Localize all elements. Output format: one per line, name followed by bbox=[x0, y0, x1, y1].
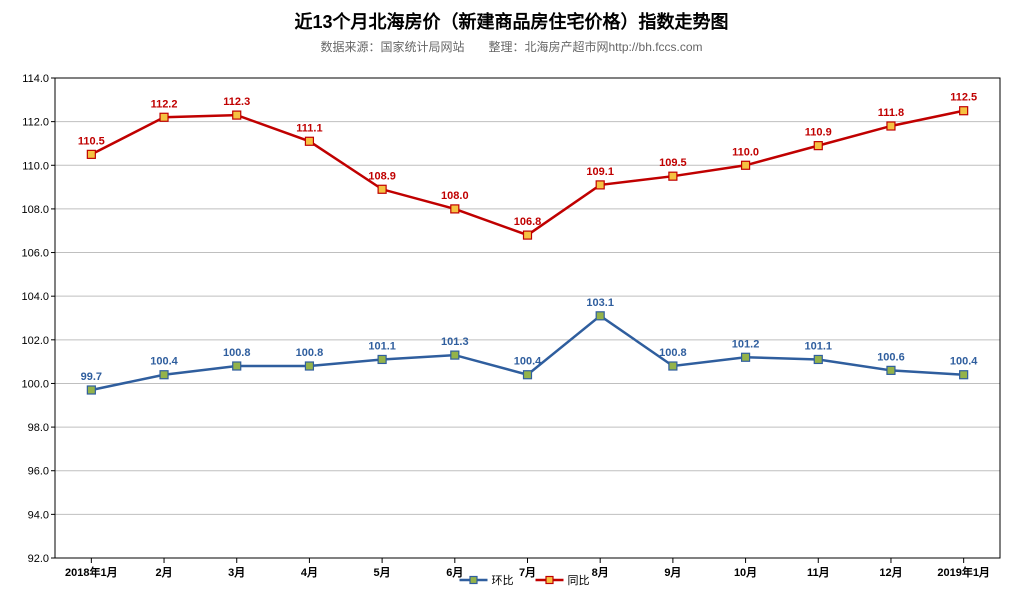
series-marker bbox=[87, 386, 95, 394]
data-label: 108.9 bbox=[368, 170, 396, 182]
data-label: 100.6 bbox=[877, 351, 905, 363]
data-label: 112.5 bbox=[950, 92, 977, 104]
data-label: 109.5 bbox=[659, 157, 687, 169]
series-marker bbox=[596, 181, 604, 189]
data-label: 101.1 bbox=[805, 340, 833, 352]
y-tick-label: 110.0 bbox=[22, 160, 49, 172]
series-marker bbox=[814, 355, 822, 363]
y-tick-label: 102.0 bbox=[21, 335, 49, 347]
legend-marker bbox=[470, 577, 477, 584]
x-tick-label: 11月 bbox=[807, 566, 830, 579]
series-marker bbox=[887, 366, 895, 374]
legend-marker bbox=[546, 577, 553, 584]
y-tick-label: 108.0 bbox=[21, 204, 49, 216]
series-marker bbox=[887, 122, 895, 130]
data-label: 109.1 bbox=[586, 166, 614, 178]
plot-border bbox=[55, 78, 1000, 558]
series-marker bbox=[669, 172, 677, 180]
subtitle-org: 北海房产超市网http://bh.fccs.com bbox=[525, 40, 703, 54]
y-tick-label: 98.0 bbox=[28, 422, 49, 434]
data-label: 103.1 bbox=[586, 297, 614, 309]
series-marker bbox=[596, 312, 604, 320]
series-marker bbox=[305, 137, 313, 145]
data-label: 100.4 bbox=[150, 356, 178, 368]
chart-container: 近13个月北海房价（新建商品房住宅价格）指数走势图 数据来源：国家统计局网站 整… bbox=[0, 0, 1023, 610]
series-marker bbox=[742, 161, 750, 169]
y-tick-label: 92.0 bbox=[28, 553, 49, 565]
series-marker bbox=[524, 371, 532, 379]
data-label: 110.0 bbox=[732, 146, 759, 158]
subtitle-prefix: 数据来源： bbox=[320, 40, 380, 54]
data-label: 106.8 bbox=[514, 216, 542, 228]
series-marker bbox=[451, 205, 459, 213]
x-tick-label: 10月 bbox=[734, 566, 757, 579]
subtitle-source: 国家统计局网站 bbox=[380, 40, 464, 54]
data-label: 112.2 bbox=[151, 98, 178, 110]
y-tick-label: 96.0 bbox=[28, 466, 49, 478]
data-label: 110.5 bbox=[78, 135, 105, 147]
x-tick-label: 2月 bbox=[155, 566, 172, 579]
series-marker bbox=[160, 371, 168, 379]
data-label: 100.4 bbox=[950, 356, 978, 368]
x-tick-label: 9月 bbox=[664, 566, 681, 579]
series-marker bbox=[160, 113, 168, 121]
x-tick-label: 5月 bbox=[374, 566, 391, 579]
chart-title: 近13个月北海房价（新建商品房住宅价格）指数走势图 bbox=[0, 8, 1023, 34]
series-marker bbox=[87, 150, 95, 158]
y-tick-label: 106.0 bbox=[21, 248, 49, 260]
series-marker bbox=[378, 355, 386, 363]
data-label: 101.3 bbox=[441, 336, 469, 348]
data-label: 110.9 bbox=[805, 127, 832, 139]
series-marker bbox=[742, 353, 750, 361]
data-label: 111.8 bbox=[878, 107, 904, 119]
y-tick-label: 100.0 bbox=[21, 378, 49, 390]
chart-plot: 92.0 94.0 96.0 98.0 100.0 102.0 104.0 106.0 108.… bbox=[0, 0, 1023, 610]
x-tick-label: 3月 bbox=[228, 566, 245, 579]
y-tick-label: 112.0 bbox=[22, 117, 49, 129]
series-marker bbox=[233, 362, 241, 370]
x-tick-label: 6月 bbox=[446, 566, 463, 579]
data-label: 100.8 bbox=[659, 347, 687, 359]
data-label: 100.4 bbox=[514, 356, 542, 368]
data-label: 108.0 bbox=[441, 190, 469, 202]
y-tick-label: 104.0 bbox=[21, 291, 49, 303]
legend-label: 环比 bbox=[492, 574, 514, 587]
x-tick-label: 8月 bbox=[592, 566, 609, 579]
series-marker bbox=[814, 142, 822, 150]
series-marker bbox=[960, 371, 968, 379]
series-marker bbox=[960, 107, 968, 115]
series-marker bbox=[451, 351, 459, 359]
x-tick-label: 7月 bbox=[519, 566, 536, 579]
data-label: 99.7 bbox=[81, 371, 102, 383]
chart-subtitle: 数据来源：国家统计局网站 整理：北海房产超市网http://bh.fccs.co… bbox=[0, 38, 1023, 55]
y-tick-label: 114.0 bbox=[22, 73, 49, 85]
series-marker bbox=[305, 362, 313, 370]
x-tick-label: 4月 bbox=[301, 566, 318, 579]
series-marker bbox=[524, 231, 532, 239]
data-label: 101.2 bbox=[732, 338, 760, 350]
x-tick-label: 2019年1月 bbox=[937, 565, 990, 579]
data-label: 100.8 bbox=[223, 347, 251, 359]
data-label: 100.8 bbox=[296, 347, 324, 359]
data-label: 112.3 bbox=[223, 96, 250, 108]
series-marker bbox=[233, 111, 241, 119]
data-label: 101.1 bbox=[368, 340, 396, 352]
x-tick-label: 2018年1月 bbox=[65, 565, 118, 579]
series-marker bbox=[669, 362, 677, 370]
y-tick-label: 94.0 bbox=[28, 509, 49, 521]
subtitle-mid: 整理： bbox=[464, 40, 524, 54]
data-label: 111.1 bbox=[296, 122, 322, 134]
x-tick-label: 12月 bbox=[879, 566, 902, 579]
legend-label: 同比 bbox=[568, 574, 590, 587]
series-marker bbox=[378, 185, 386, 193]
